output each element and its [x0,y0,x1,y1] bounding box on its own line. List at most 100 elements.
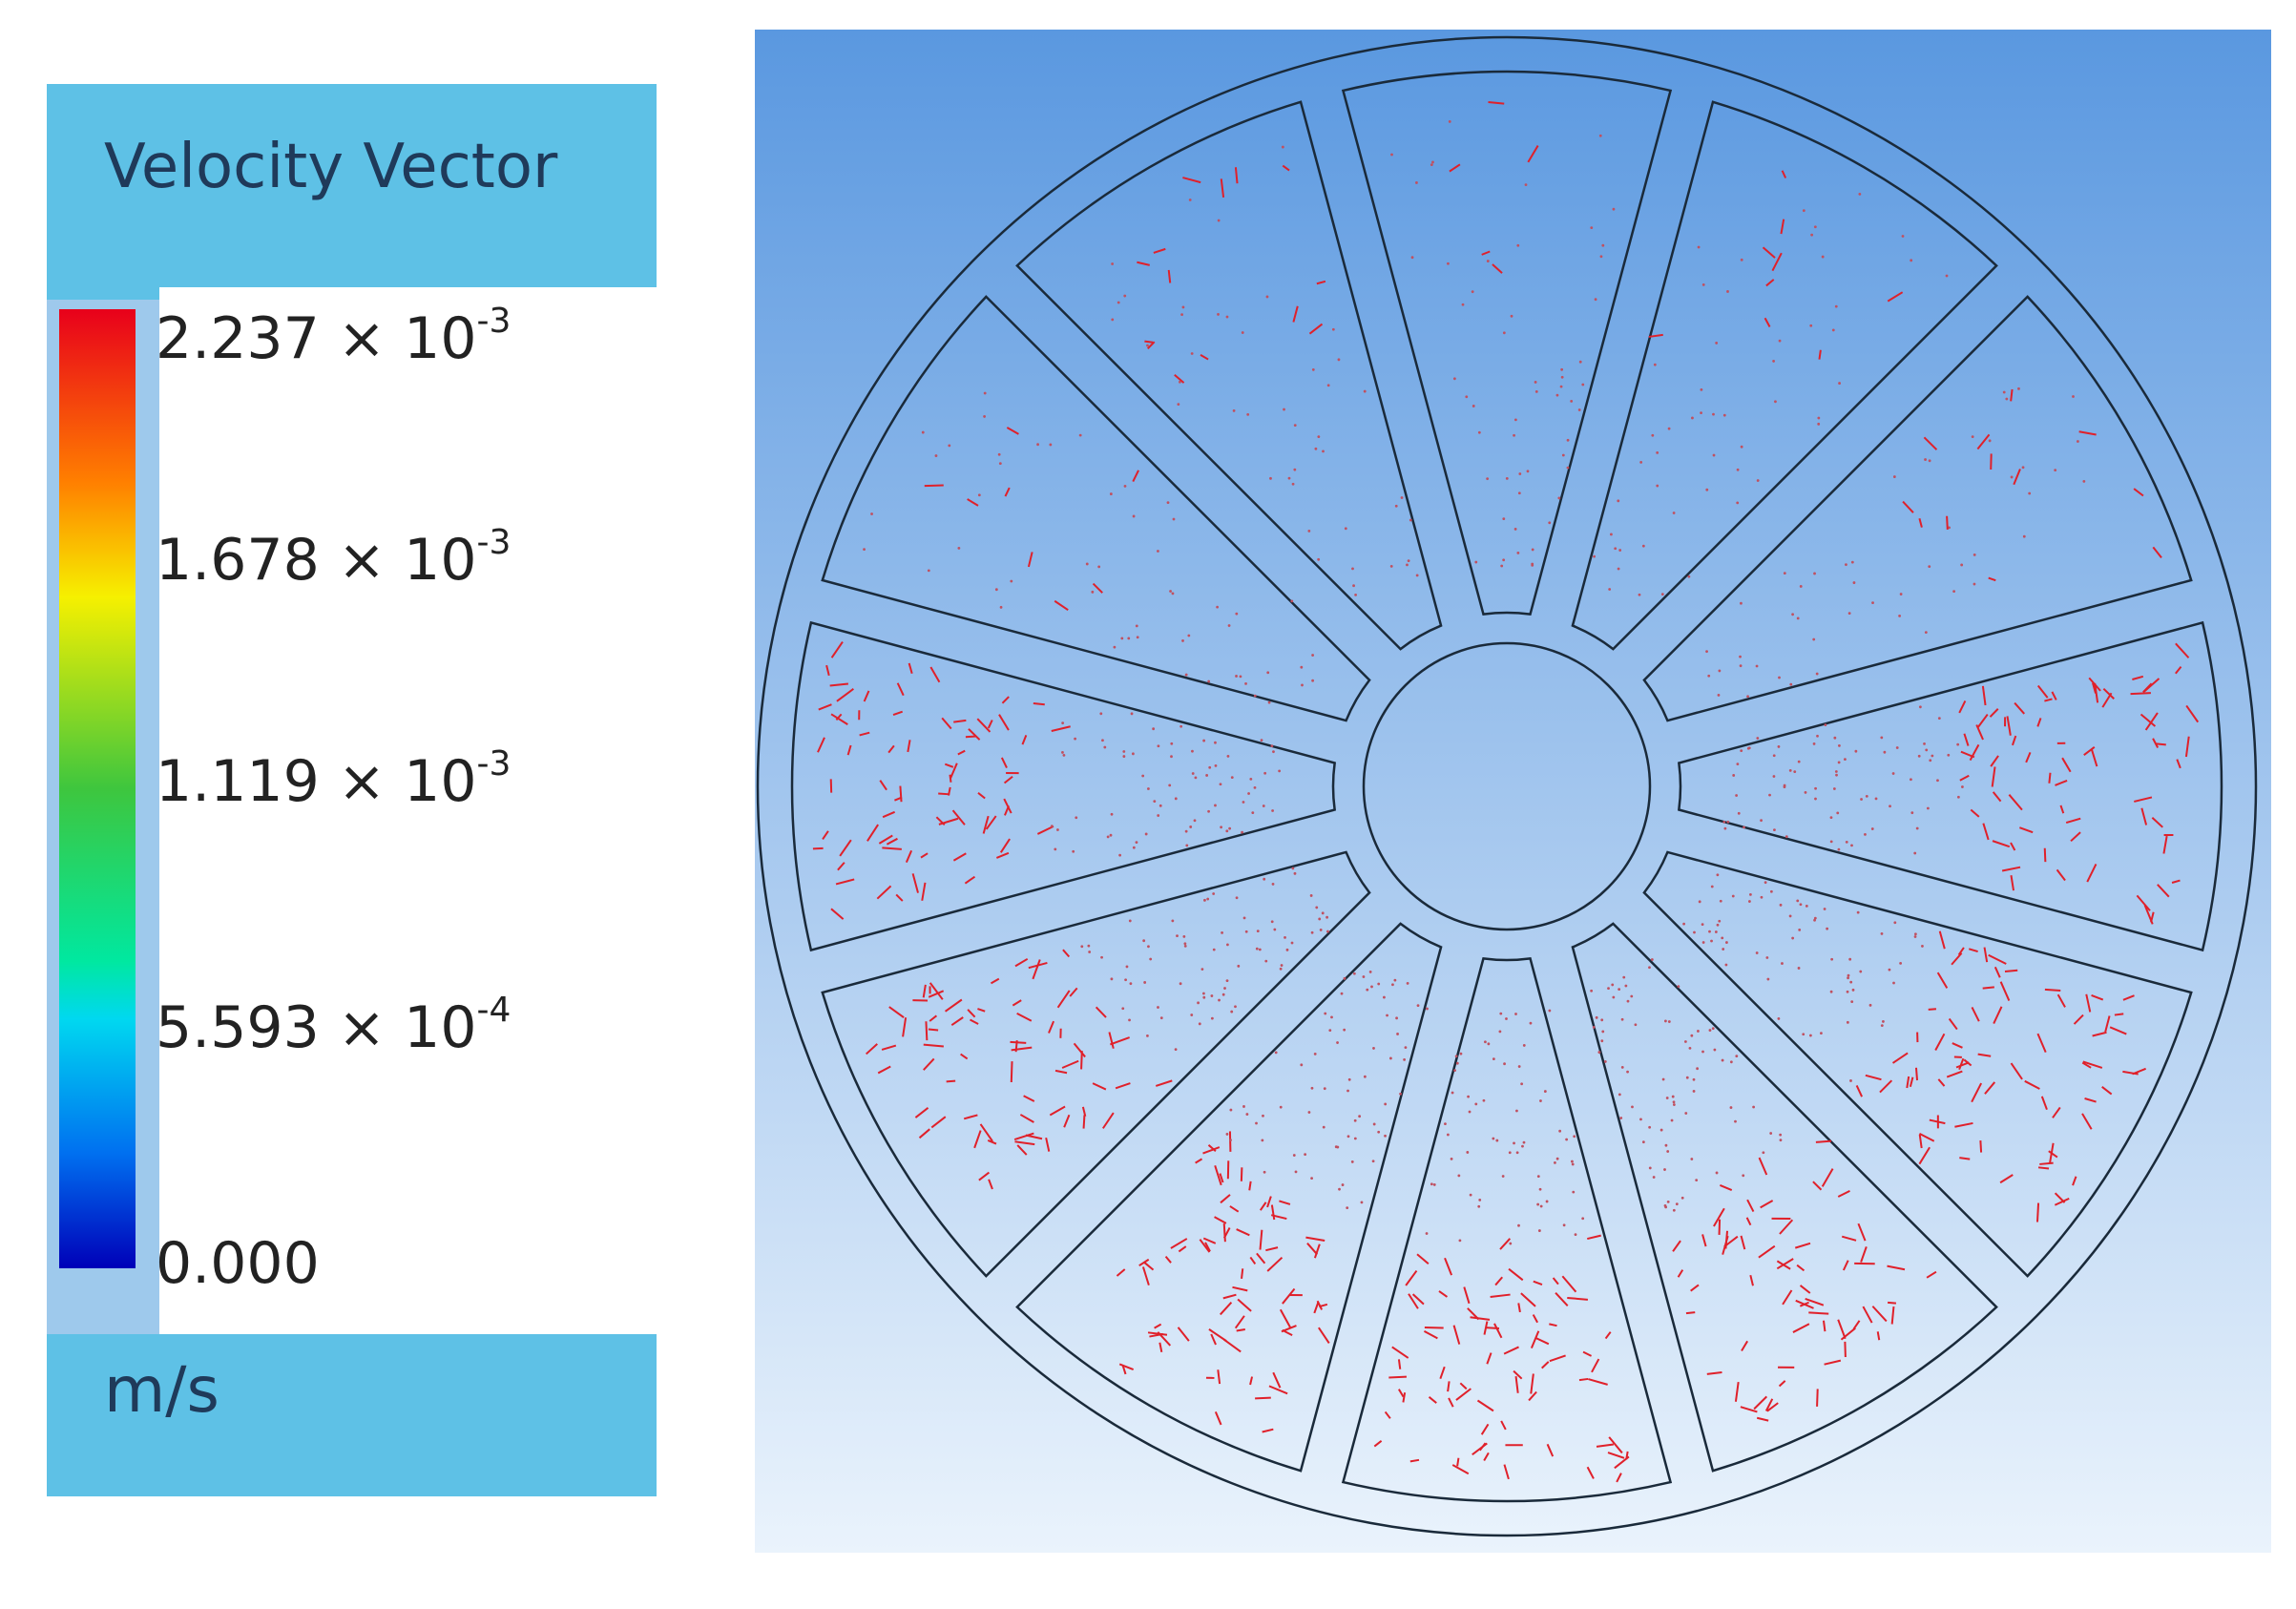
chamber [1642,295,2193,722]
vector-dot [1307,529,1311,533]
vector-dot [2082,480,2086,483]
vector-dot [1123,485,1127,488]
vector-dot [1566,438,1570,442]
vector-dot [1880,931,1884,935]
vector-dot [1701,1050,1704,1054]
vector-dot [1731,894,1735,898]
vector [2070,831,2081,843]
vector-dot [1391,983,1394,987]
vector-dot [1631,1105,1634,1109]
vector [1948,1017,1958,1031]
vector-dot [1465,395,1469,399]
vector-dot [1899,593,1903,596]
vector [1734,1381,1740,1402]
vector [1567,1296,1588,1301]
vector [1110,1036,1130,1046]
vector-dot [1848,957,1852,961]
vector [1204,1242,1211,1252]
vector-dot [1256,930,1260,933]
vector-dot [1242,801,1245,804]
vector [918,1128,930,1139]
vector-dot [1502,331,1506,335]
vector-dot [1590,989,1594,993]
vector-dot [1665,1097,1669,1099]
vector-dot [1711,1027,1715,1031]
vector-dot [1410,256,1414,260]
vector [1001,696,1010,704]
vector [1452,1325,1461,1345]
vector-dot [1812,637,1816,641]
vector-dot [1080,945,1084,949]
vector-dot [1171,592,1175,596]
vector [1984,1081,1996,1095]
vector [923,1043,944,1048]
vector-dot [1128,919,1132,923]
vector-dot [1311,368,1315,371]
vector-dot [1321,911,1325,915]
vector-dot [1823,908,1826,910]
vector-dot [1722,948,1725,951]
vector [2006,716,2012,736]
vector-dot [1269,476,1272,480]
vector [1991,766,1996,787]
vector-dot [1360,1201,1364,1204]
vector-dot [1278,769,1282,773]
vector-dot [1472,405,1475,407]
vector-dot [1557,496,1561,500]
vector-dot [1537,1229,1541,1232]
vector-dot [1698,900,1701,904]
vector [1513,1369,1523,1380]
vector [963,1114,978,1120]
vector-dot [1779,1133,1783,1137]
vector-dot [1273,928,1277,931]
vector-dot [1608,588,1612,591]
vector [2101,1086,2113,1096]
vector-dot [1746,695,1749,699]
vector-dot [1170,755,1173,759]
vector-dot [1829,990,1833,993]
vector [1490,1293,1511,1298]
vector-dot [1638,593,1641,596]
vector [1946,515,1949,531]
vector-dot [1477,1204,1481,1208]
vector [1220,1302,1233,1316]
vector-dot [1824,723,1827,727]
vector-dot [1311,654,1315,657]
tick-exponent: -3 [476,302,511,341]
vector [1530,1330,1540,1348]
vector-dot [1255,947,1259,951]
vector [1121,1365,1127,1375]
vector-dot [1336,1041,1339,1044]
vector-dot [1813,225,1817,229]
vector [1248,1181,1252,1191]
vector-dot [1799,585,1803,588]
vector [2054,1197,2070,1206]
vector-dot [1100,955,1103,959]
vector-dot [1468,1110,1472,1114]
vector-dot [1135,624,1138,628]
vector-dot [1262,1114,1264,1118]
vector [1909,1076,1914,1088]
vector [1983,947,1989,963]
vector [2010,842,2016,851]
vector-dot [1846,990,1849,993]
vector-dot [1910,778,1912,782]
vector-dot [1407,559,1410,563]
vector [1447,1381,1451,1392]
vector-dot [1078,433,1082,437]
vector-dot [1742,1174,1745,1178]
vector [1561,1275,1577,1293]
vector [877,1065,891,1075]
vector-dot [1123,294,1127,298]
vector-dot [1913,935,1917,938]
vector-dot [1091,590,1095,594]
vector-dot [1341,1183,1345,1186]
vector-dot [1409,518,1412,522]
vector [2133,488,2144,497]
vector [1262,1428,1274,1433]
vector [1016,1012,1033,1022]
vector-dot [1849,1079,1852,1082]
chamber [1341,956,1673,1503]
vector-dot [1797,967,1801,970]
vector [1816,1389,1819,1407]
